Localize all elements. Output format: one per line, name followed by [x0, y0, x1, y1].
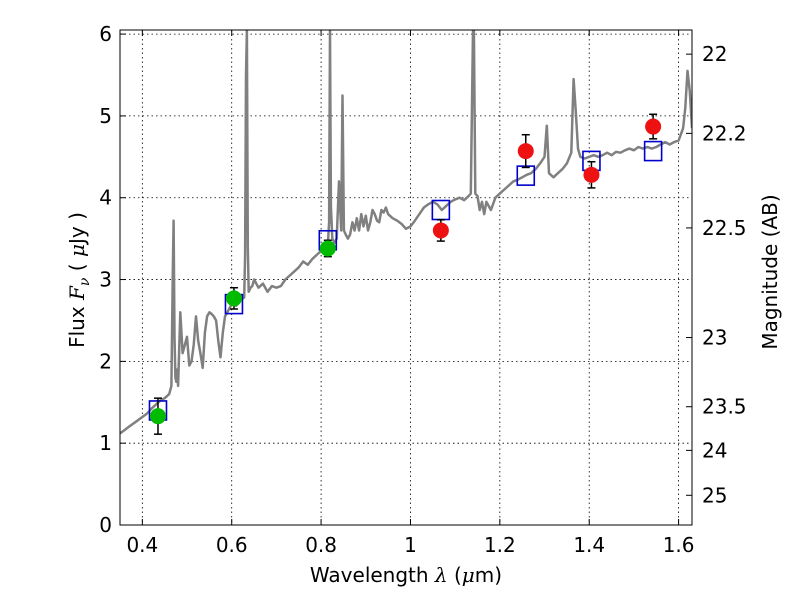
model-spectrum: [120, 30, 692, 435]
y-tick-label: 4: [99, 186, 112, 210]
y2-tick-label: 22: [702, 42, 727, 66]
y2-tick-label: 22.5: [702, 216, 747, 240]
y-tick-label: 5: [99, 104, 112, 128]
model-flux-box: [643, 140, 663, 162]
y2-tick-label: 22.2: [702, 121, 747, 145]
photometry-point: [319, 240, 336, 257]
y-tick-label: 6: [99, 22, 112, 46]
photometry-point: [517, 143, 534, 160]
y2-tick-label: 25: [702, 483, 727, 507]
y-tick-label: 3: [99, 268, 112, 292]
photometry-point: [583, 166, 600, 183]
x-tick-label: 0.6: [216, 533, 248, 557]
y2-tick-label: 24: [702, 438, 727, 462]
photometry-point: [645, 118, 662, 135]
y2-tick-label: 23: [702, 326, 727, 350]
x-axis-label: Wavelength λ (μm): [310, 563, 502, 587]
spectrum-line: [120, 30, 692, 435]
y-tick-label: 0: [99, 513, 112, 537]
x-tick-label: 1.4: [573, 533, 605, 557]
photometry-point: [149, 408, 166, 425]
y2-axis-label: Magnitude (AB): [758, 194, 782, 349]
y-tick-label: 2: [99, 349, 112, 373]
x-tick-label: 0.4: [126, 533, 158, 557]
axis-ticks: 0.4 0.6 0.8 1 1.2 1.4 1.601234562222.222.52323…: [99, 22, 746, 557]
x-tick-label: 0.8: [305, 533, 337, 557]
x-tick-label: 1.6: [663, 533, 695, 557]
photometry-points: [148, 113, 663, 435]
grid-lines: [120, 30, 692, 526]
plot-frame: [119, 29, 693, 526]
photometry-point: [225, 290, 242, 307]
x-tick-label: 1.2: [484, 533, 516, 557]
x-tick-label: 1: [404, 533, 417, 557]
y2-tick-label: 23.5: [702, 395, 747, 419]
y-tick-label: 1: [99, 431, 112, 455]
y-axis-label: Flux Fν ( μJy ): [65, 212, 93, 348]
photometry-point: [432, 222, 449, 239]
